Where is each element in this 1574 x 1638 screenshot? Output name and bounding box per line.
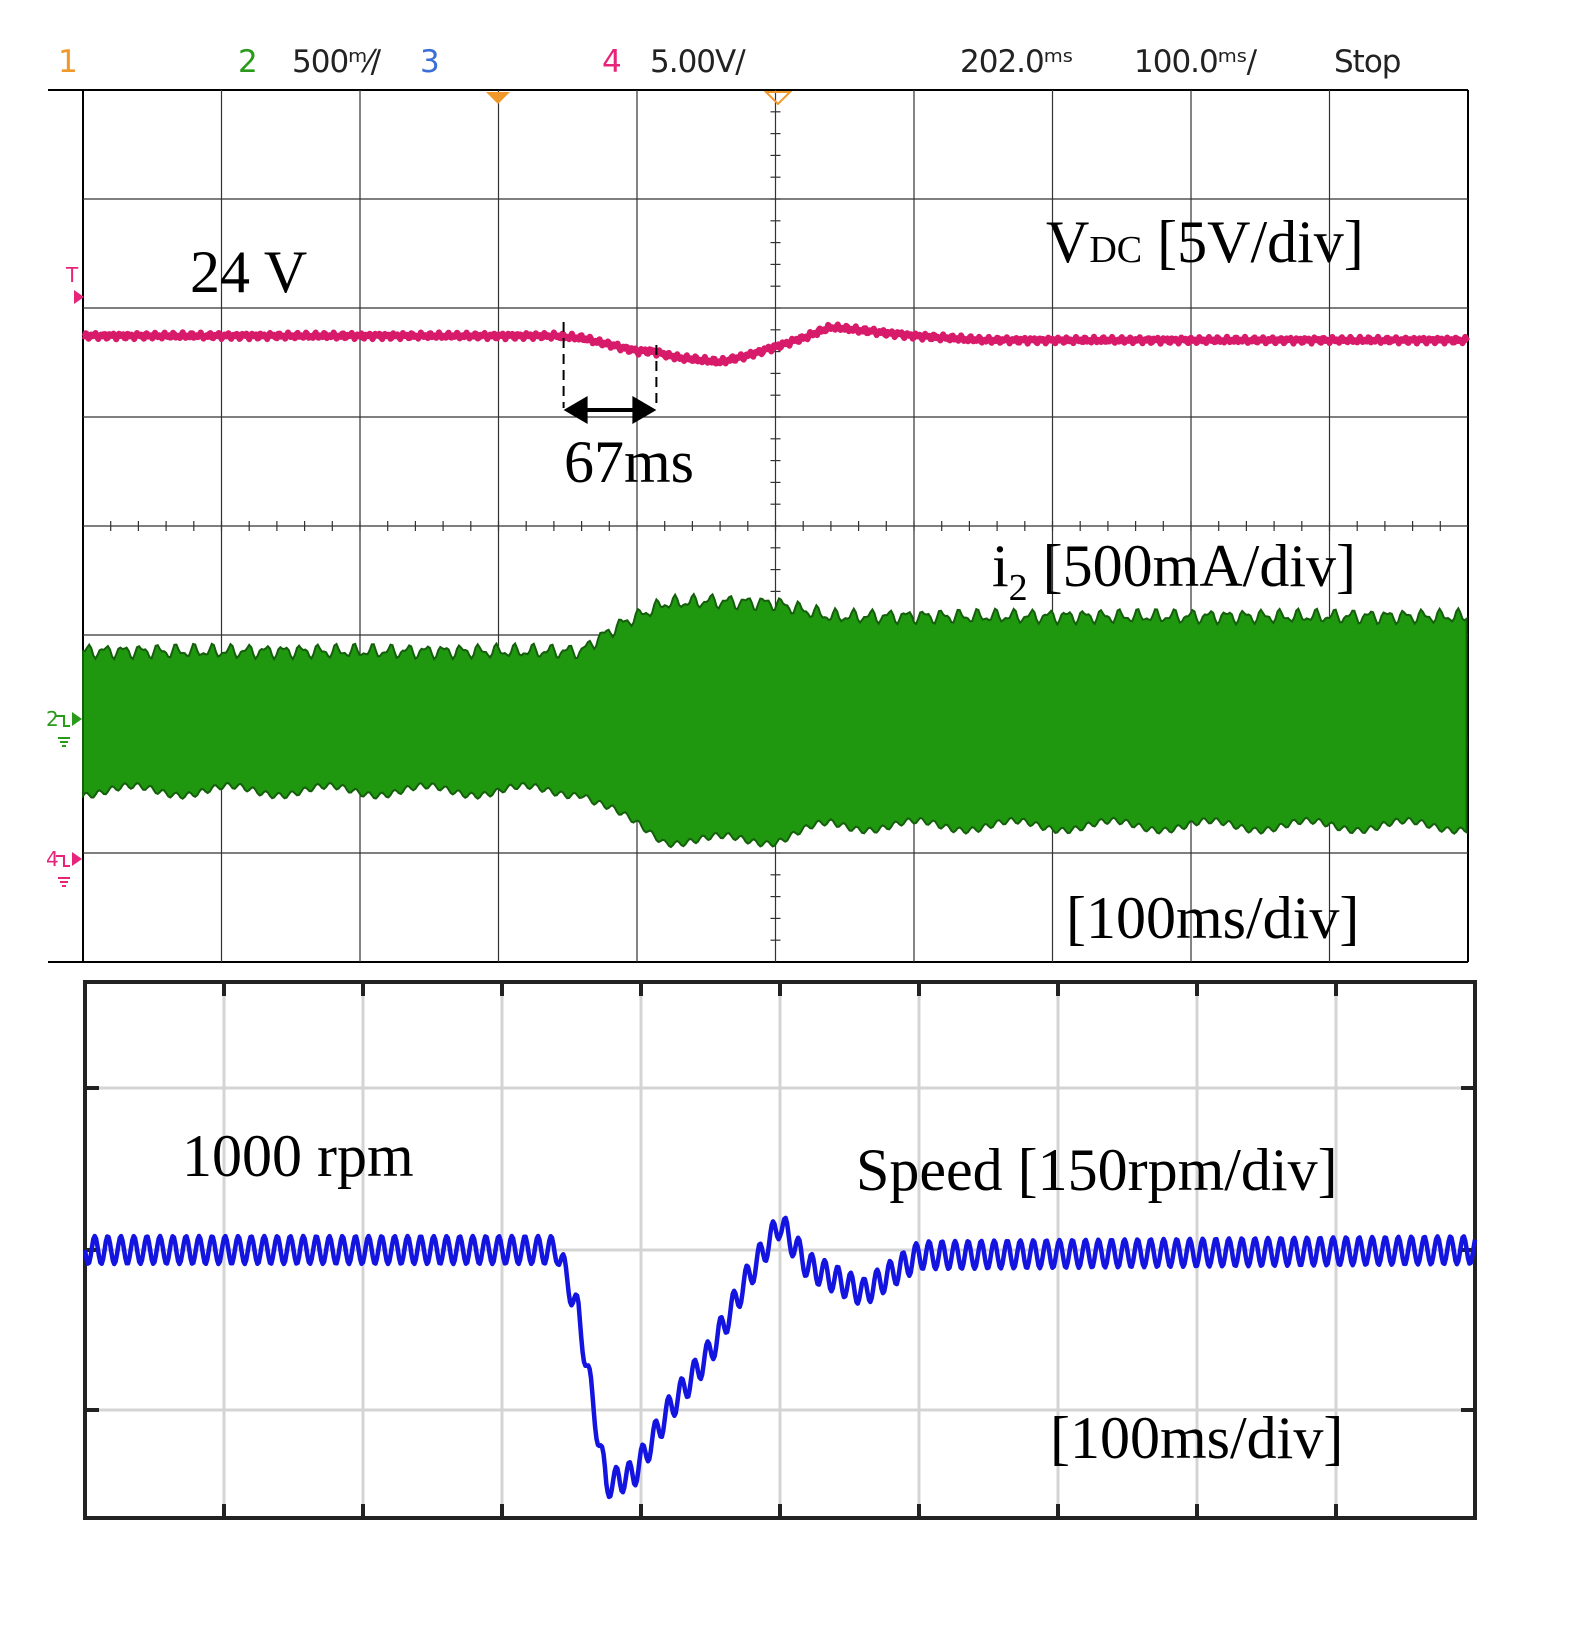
time-scale-bottom-label: [100ms/div] <box>1050 1405 1344 1471</box>
i2-subscript: 2 <box>1008 567 1028 609</box>
ch2-ground-icon <box>56 715 70 747</box>
ch4-arrow-icon <box>72 852 82 866</box>
ch1-label: 1 <box>58 44 78 80</box>
speed-value-label: 1000 rpm <box>182 1123 414 1189</box>
vdc-main: V <box>1046 209 1090 275</box>
vdc-scale-label: VDC [5V/div] <box>1046 208 1364 277</box>
ch2-arrow-icon <box>72 712 82 726</box>
timebase-readout: 100.0ᵐˢ/ <box>1134 44 1257 80</box>
dip-arrow-left-icon <box>563 396 588 424</box>
speed-scale-label: Speed [150rpm/div] <box>856 1137 1338 1203</box>
speed-trace-group <box>82 1215 1478 1500</box>
vdc-scale: [5V/div] <box>1157 209 1364 275</box>
ch4-ground-icon <box>56 855 70 887</box>
i2-main: i <box>992 533 1009 599</box>
delay-readout: 202.0ᵐˢ <box>960 44 1074 80</box>
speed-trace <box>82 1215 1478 1500</box>
ch2-scale: 500ᵐ⁄/ <box>292 44 381 80</box>
trigger-arrow-icon <box>74 290 84 304</box>
ch4-scale: 5.00V/ <box>650 44 746 80</box>
i2-envelope <box>82 592 1468 849</box>
i2-scale-label: i2 [500mA/div] <box>992 532 1356 609</box>
i2-scale: [500mA/div] <box>1042 533 1356 599</box>
vdc-trace-group <box>81 321 1471 367</box>
dip-duration-label: 67ms <box>564 429 695 495</box>
trigger-level-marker: T <box>65 263 79 287</box>
vdc-value-label: 24 V <box>190 239 308 305</box>
scope-header: 1 2 500ᵐ⁄/ 3 4 5.00V/ 202.0ᵐˢ 100.0ᵐˢ/ S… <box>0 0 1574 90</box>
ch2-label: 2 <box>238 44 258 80</box>
dip-annotation <box>562 322 658 424</box>
ch4-label: 4 <box>602 44 622 80</box>
time-reference-marker-icon <box>486 92 510 104</box>
scope-side-markers: T 2 4 <box>46 91 793 887</box>
run-status: Stop <box>1334 44 1401 80</box>
i2-current-envelope <box>82 592 1468 849</box>
ch3-label: 3 <box>420 44 440 80</box>
ch2-ground-marker: 2 <box>46 707 59 731</box>
time-scale-top-label: [100ms/div] <box>1066 885 1360 951</box>
vdc-trace <box>81 321 1471 367</box>
ch4-ground-marker: 4 <box>46 847 59 871</box>
dip-arrow-right-icon <box>632 396 657 424</box>
vdc-subscript: DC <box>1089 229 1143 271</box>
trigger-position-marker-icon <box>763 91 793 106</box>
